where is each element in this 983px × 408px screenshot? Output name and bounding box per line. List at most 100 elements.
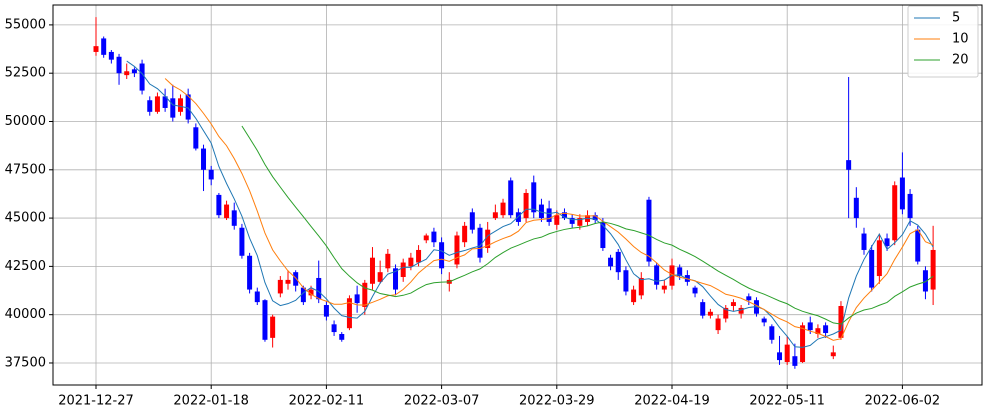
grid xyxy=(53,5,982,385)
candle-body xyxy=(777,352,783,361)
y-tick-label: 42500 xyxy=(5,259,46,274)
x-tick-label: 2022-05-11 xyxy=(749,394,825,408)
candle-body xyxy=(554,215,560,225)
candle-body xyxy=(131,69,137,74)
candle-body xyxy=(730,302,736,306)
candle-body xyxy=(523,192,529,219)
candle-body xyxy=(108,51,114,60)
candle-body xyxy=(861,233,867,250)
candle-body xyxy=(216,194,222,216)
candle-body xyxy=(838,305,844,338)
candle-body xyxy=(677,267,683,277)
candle-body xyxy=(231,210,237,226)
candle-body xyxy=(170,98,176,118)
candle-body xyxy=(508,180,514,216)
candle-body xyxy=(316,277,322,300)
legend-label: 20 xyxy=(952,53,969,68)
marks xyxy=(93,17,936,369)
candle-body xyxy=(162,96,168,108)
legend-label: 5 xyxy=(952,11,960,26)
candle-body xyxy=(600,221,606,249)
legend-box xyxy=(907,5,979,78)
candle-body xyxy=(208,169,214,180)
candle-body xyxy=(308,289,314,296)
x-tick-label: 2022-01-18 xyxy=(173,394,249,408)
candle-body xyxy=(416,249,422,263)
candle-body xyxy=(247,255,253,290)
candle-body xyxy=(147,100,153,112)
candle-body xyxy=(884,238,890,247)
candle-body xyxy=(469,212,475,230)
candle-body xyxy=(892,185,898,241)
candle-body xyxy=(700,302,706,316)
candle-body xyxy=(362,282,368,307)
candle-body xyxy=(769,326,775,340)
x-tick-label: 2022-03-29 xyxy=(519,394,595,408)
candle-body xyxy=(93,46,99,52)
candle-body xyxy=(154,96,160,112)
candle-body xyxy=(193,127,199,149)
candle-body xyxy=(631,289,637,303)
candle-body xyxy=(661,285,667,290)
candle-body xyxy=(270,316,276,338)
candle-body xyxy=(477,227,483,258)
candle-body xyxy=(738,307,744,314)
candle-body xyxy=(930,249,936,290)
candle-body xyxy=(323,305,329,317)
candle-body xyxy=(492,212,498,219)
candle-body xyxy=(139,63,145,91)
candle-body xyxy=(185,94,191,120)
candle-body xyxy=(354,294,360,304)
candle-body xyxy=(577,218,583,226)
candle-body xyxy=(408,257,414,267)
candle-body xyxy=(423,235,429,241)
candle-body xyxy=(815,328,821,334)
candle-body xyxy=(846,160,852,170)
candle-body xyxy=(646,199,652,262)
candle-body xyxy=(654,265,660,285)
candle-body xyxy=(485,229,491,249)
x-tick-label: 2022-02-11 xyxy=(289,394,365,408)
candle-body xyxy=(746,296,752,301)
ma-line xyxy=(241,125,934,325)
candle-body xyxy=(538,204,544,219)
candle-body xyxy=(915,229,921,262)
candle-body xyxy=(800,325,806,363)
candle-body xyxy=(792,356,798,366)
candle-body xyxy=(761,318,767,323)
candle-body xyxy=(869,249,875,288)
candle-body xyxy=(254,291,260,303)
candle-body xyxy=(385,253,391,269)
candle-body xyxy=(546,208,552,222)
candle-body xyxy=(400,262,406,278)
candle-body xyxy=(615,251,621,273)
candle-body xyxy=(454,235,460,265)
candle-body xyxy=(638,277,644,296)
candle-body xyxy=(531,182,537,213)
x-tick-label: 2022-06-02 xyxy=(865,394,941,408)
candle-body xyxy=(853,197,859,219)
y-tick-label: 52500 xyxy=(5,66,46,81)
candle-body xyxy=(277,279,283,294)
ma-line xyxy=(164,78,934,341)
candle-body xyxy=(876,240,882,277)
x-tick-label: 2022-03-07 xyxy=(404,394,480,408)
candle-body xyxy=(346,298,352,329)
candle-body xyxy=(922,270,928,292)
candle-body xyxy=(439,242,445,269)
candle-body xyxy=(101,38,107,55)
candle-body xyxy=(339,333,345,340)
y-tick-label: 55000 xyxy=(5,17,46,32)
candle-body xyxy=(723,307,729,319)
y-tick-label: 47500 xyxy=(5,162,46,177)
candle-body xyxy=(907,193,913,219)
candle-body xyxy=(715,318,721,331)
candle-body xyxy=(331,324,337,333)
candle-body xyxy=(569,218,575,224)
candle-body xyxy=(369,257,375,284)
candle-body xyxy=(592,215,598,221)
labels: 37500 40000 42500 45000 47500 50000 52500 55000… xyxy=(5,17,941,408)
plot-frame xyxy=(52,4,983,386)
